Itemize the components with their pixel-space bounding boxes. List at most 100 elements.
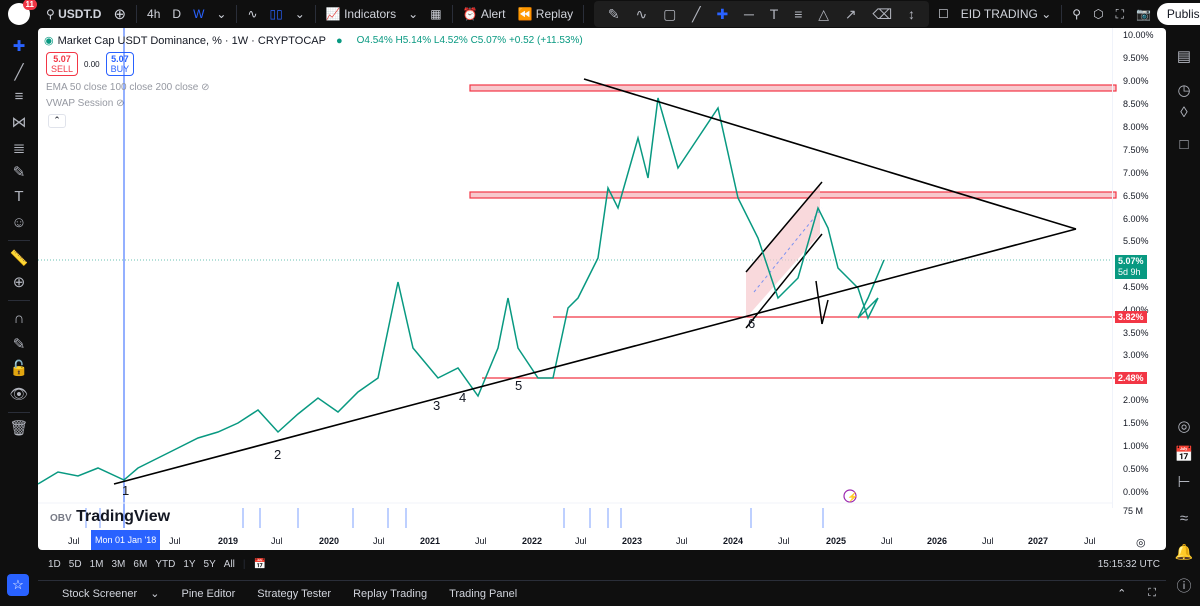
vwap-indicator-label[interactable]: VWAP Session ⊘ xyxy=(46,98,125,109)
pitchfork-icon[interactable]: ⋈ xyxy=(11,114,27,131)
calendar-icon[interactable]: 📅 xyxy=(1174,446,1194,463)
market-status-icon: ● xyxy=(335,34,343,47)
layout-name[interactable]: EID TRADING ⌄ xyxy=(960,7,1052,21)
emoji-icon[interactable]: ☺ xyxy=(11,214,27,231)
interval-4h[interactable]: 4h xyxy=(147,7,161,21)
range-ytd[interactable]: YTD xyxy=(155,558,176,570)
signal-icon[interactable]: ≈ xyxy=(1179,510,1189,527)
replay-button[interactable]: ⏪ Replay xyxy=(517,7,574,21)
axis-settings-icon[interactable]: ◎ xyxy=(1136,537,1146,549)
quick-search-icon[interactable]: ⚲ xyxy=(1072,7,1082,21)
shape-icon[interactable]: △ xyxy=(818,5,829,22)
target-icon[interactable]: ◎ xyxy=(1177,418,1191,435)
camera-icon[interactable]: 📷 xyxy=(1135,7,1151,21)
goto-date-icon[interactable]: 📅 xyxy=(253,558,266,570)
ema-indicator-label[interactable]: EMA 50 close 100 close 200 close ⊘ xyxy=(46,82,210,93)
range-5y[interactable]: 5Y xyxy=(203,558,216,570)
tab-stock-screener[interactable]: Stock Screener ⌄ xyxy=(62,588,160,600)
magnet-icon[interactable]: ∩ xyxy=(13,310,25,327)
compare-icon[interactable]: ∿ xyxy=(247,7,258,21)
indicators-button[interactable]: 📈 Indicators xyxy=(325,7,397,21)
clock-time[interactable]: 15:15:32 UTC xyxy=(1097,558,1160,570)
bell-icon[interactable]: 🔔 xyxy=(1174,544,1194,561)
maximize-panel-icon[interactable]: ⛶ xyxy=(1148,587,1156,599)
range-1d[interactable]: 1D xyxy=(48,558,61,570)
options-icon[interactable]: ⊢ xyxy=(1177,474,1191,491)
fib-retracement-icon[interactable]: ≣ xyxy=(12,140,26,157)
candles-icon[interactable]: ▯▯ xyxy=(269,7,283,21)
range-5d[interactable]: 5D xyxy=(68,558,82,570)
chat-icon[interactable]: □ xyxy=(1179,136,1189,153)
parallel-channel-icon[interactable]: ≡ xyxy=(14,88,24,105)
trash-icon[interactable]: 🗑 xyxy=(9,420,29,437)
price-range-icon[interactable]: ↕ xyxy=(908,6,916,22)
chevron-up-icon[interactable]: ⌃ xyxy=(1117,588,1127,600)
text-icon[interactable]: T xyxy=(769,6,779,22)
interval-w[interactable]: W xyxy=(193,7,205,21)
chevron-down-icon[interactable]: ⌄ xyxy=(216,7,227,21)
range-6m[interactable]: 6M xyxy=(133,558,148,570)
time-axis[interactable]: Jul Mon 01 Jan '18 Jul 2019 Jul 2020 Jul… xyxy=(38,528,1166,550)
range-3m[interactable]: 3M xyxy=(111,558,126,570)
layers-icon[interactable]: ◊ xyxy=(1180,104,1188,121)
trendline-icon[interactable]: ╱ xyxy=(692,5,701,22)
rectangle-icon[interactable]: ▢ xyxy=(663,5,677,22)
star-favorites-button[interactable]: ☆ xyxy=(7,574,29,596)
tab-pine-editor[interactable]: Pine Editor xyxy=(181,587,236,600)
add-symbol-button[interactable]: ⊕ xyxy=(107,0,132,28)
help-icon[interactable]: ⓘ xyxy=(1176,578,1192,595)
range-1y[interactable]: 1Y xyxy=(183,558,196,570)
svg-text:⚡: ⚡ xyxy=(847,491,858,503)
lock-drawing-icon[interactable]: ✎ xyxy=(12,336,26,353)
chevron-down-icon[interactable]: ⌄ xyxy=(294,7,305,21)
lock-icon[interactable]: 🔓 xyxy=(9,360,29,377)
buy-button[interactable]: 5.07 BUY xyxy=(105,52,135,76)
chevron-down-icon[interactable]: ⌄ xyxy=(408,7,419,21)
price-axis[interactable]: 10.00% 9.50% 9.00% 8.50% 8.00% 7.50% 7.0… xyxy=(1112,28,1166,516)
horizontal-ray-icon[interactable]: ─ xyxy=(744,6,754,22)
avatar[interactable]: 11 xyxy=(8,0,37,25)
brush-icon[interactable]: ✎ xyxy=(12,164,26,181)
trade-buttons: 5.07 SELL 0.00 5.07 BUY xyxy=(46,52,135,76)
alarm-clock-icon[interactable]: ◷ xyxy=(1177,82,1191,99)
zoom-in-icon[interactable]: ⊕ xyxy=(12,274,26,291)
tab-strategy-tester[interactable]: Strategy Tester xyxy=(257,587,332,600)
symbol-logo-icon: ◉ xyxy=(44,35,54,47)
eraser-icon[interactable]: ⌫ xyxy=(872,5,893,22)
sell-button[interactable]: 5.07 SELL xyxy=(46,52,79,76)
arrow-icon[interactable]: ↗ xyxy=(844,5,857,22)
interval-d[interactable]: D xyxy=(172,7,182,21)
range-1m[interactable]: 1M xyxy=(89,558,104,570)
symbol-title[interactable]: Market Cap USDT Dominance, % · 1W · CRYP… xyxy=(57,34,326,47)
templates-icon[interactable]: ▦ xyxy=(430,7,442,21)
layout-checkbox[interactable]: ☐ xyxy=(938,7,949,21)
chart-pane[interactable]: 1 2 3 4 5 6 ⚡ ◉ Market Cap USDT Dominanc… xyxy=(38,28,1166,550)
eye-icon[interactable]: 👁 xyxy=(9,386,29,403)
eye-hidden-icon[interactable]: ⊘ xyxy=(116,98,125,109)
ruler-icon[interactable]: 📏 xyxy=(9,250,29,267)
support-price-tag: 3.82% xyxy=(1115,311,1147,323)
publish-button[interactable]: Publish xyxy=(1156,3,1200,25)
range-all[interactable]: All xyxy=(223,558,235,570)
settings-icon[interactable]: ⬡ xyxy=(1093,7,1104,21)
svg-text:1: 1 xyxy=(122,483,129,498)
fullscreen-icon[interactable]: ⛶ xyxy=(1115,6,1124,21)
alert-button[interactable]: ⏰ Alert xyxy=(462,7,506,21)
trendline-icon[interactable]: ╱ xyxy=(14,64,24,81)
brush-icon[interactable]: ✎ xyxy=(607,5,620,22)
path-icon[interactable]: ∿ xyxy=(635,5,648,22)
symbol-search[interactable]: ⚲ USDT.D xyxy=(46,7,102,21)
crosshair-icon[interactable]: ✚ xyxy=(716,5,729,22)
text-icon[interactable]: T xyxy=(14,188,24,205)
tab-trading-panel[interactable]: Trading Panel xyxy=(449,587,518,600)
spread-value: 0.00 xyxy=(84,59,100,69)
crosshair-icon[interactable]: ✚ xyxy=(12,38,26,55)
collapse-legend-button[interactable]: ⌃ xyxy=(48,114,66,128)
cursor-date-tag: Mon 01 Jan '18 xyxy=(91,530,161,550)
watchlist-icon[interactable]: ▤ xyxy=(1176,48,1192,65)
search-icon: ⚲ xyxy=(46,7,59,21)
support-price-tag: 2.48% xyxy=(1115,372,1147,384)
eye-hidden-icon[interactable]: ⊘ xyxy=(201,82,210,93)
fib-icon[interactable]: ≡ xyxy=(794,6,803,22)
tab-replay-trading[interactable]: Replay Trading xyxy=(353,587,428,600)
